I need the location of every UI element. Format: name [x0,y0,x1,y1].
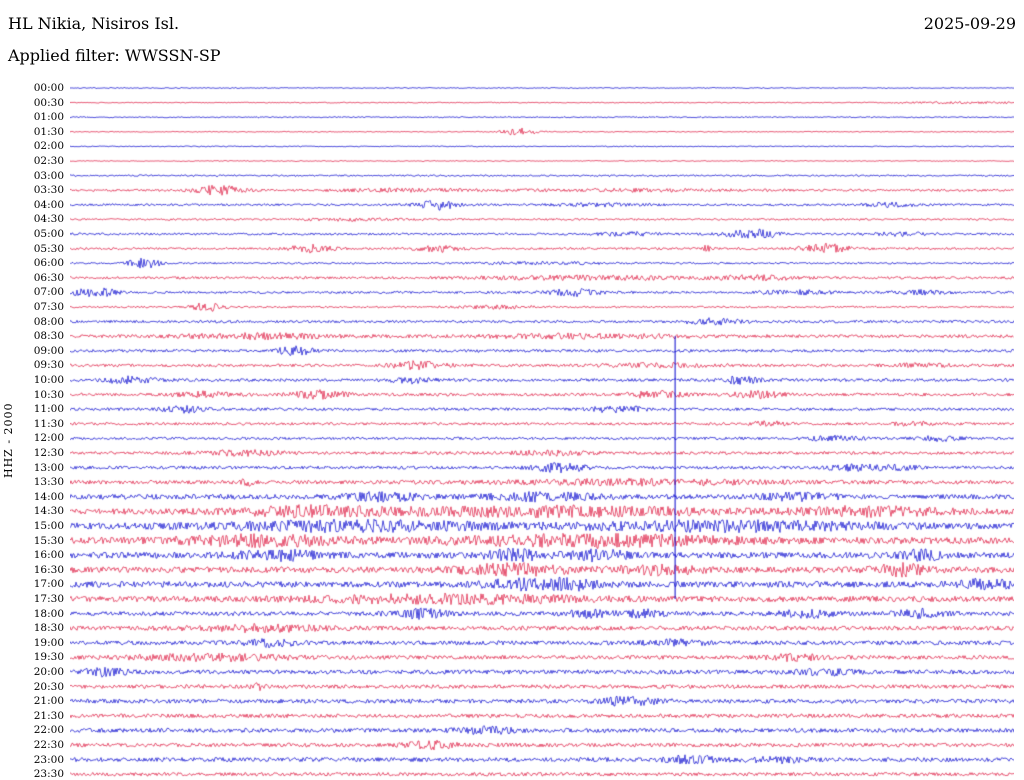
time-label: 20:00 [33,666,64,678]
time-label: 04:30 [33,213,64,226]
time-label: 15:00 [33,520,64,532]
time-label: 06:00 [33,257,64,270]
time-label: 09:30 [33,359,64,372]
time-label: 08:00 [33,315,64,328]
time-label: 21:00 [33,695,64,708]
time-label: 13:30 [33,476,64,489]
time-label: 00:30 [33,96,64,109]
time-label: 02:30 [33,155,64,167]
time-label: 22:00 [33,724,64,737]
time-label: 10:00 [33,374,64,386]
time-label: 23:30 [33,768,64,780]
time-axis-labels: 00:00 00:30 01:00 01:30 02:00 02:30 03:00 03:30… [0,0,66,780]
date-label: 2025-09-29 [923,14,1016,33]
time-label: 05:30 [33,242,64,255]
time-label: 15:30 [33,534,64,547]
time-label: 02:00 [33,140,64,153]
time-label: 14:30 [33,505,64,518]
time-label: 23:00 [33,753,64,766]
time-label: 07:00 [33,286,64,299]
time-label: 19:30 [33,651,64,664]
time-label: 04:00 [33,198,64,211]
time-label: 06:30 [33,271,64,284]
time-label: 00:00 [33,82,64,94]
time-label: 09:00 [33,344,64,357]
filter-label: Applied filter: WWSSN-SP [8,46,221,65]
time-label: 01:00 [33,111,64,124]
station-title: HL Nikia, Nisiros Isl. [8,14,180,33]
time-label: 20:30 [33,680,64,693]
time-label: 17:30 [33,593,64,605]
time-label: 16:00 [33,549,64,562]
time-label: 08:30 [33,330,64,343]
time-label: 18:00 [33,607,64,620]
time-label: 14:00 [33,490,64,503]
time-label: 17:00 [33,578,64,591]
time-label: 12:30 [33,447,64,459]
seismogram-traces [70,82,1014,780]
time-label: 05:00 [33,228,64,240]
time-label: 18:30 [33,622,64,635]
time-label: 13:00 [33,461,64,474]
time-label: 10:30 [33,388,64,401]
time-label: 07:30 [33,301,64,313]
time-label: 22:30 [33,739,64,751]
time-label: 11:30 [33,417,64,430]
time-label: 21:30 [33,709,64,722]
time-label: 12:00 [33,432,64,445]
time-label: 03:30 [33,184,64,197]
time-label: 19:00 [33,636,64,649]
time-label: 01:30 [33,125,64,138]
time-label: 03:00 [33,169,64,182]
time-label: 11:00 [33,403,64,416]
time-label: 16:30 [33,563,64,576]
